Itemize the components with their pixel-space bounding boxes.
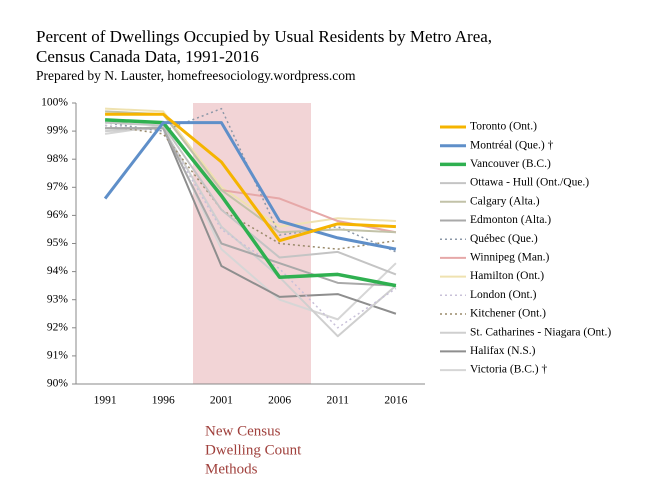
y-tick-label: 97%: [47, 181, 69, 193]
series-line: [103, 121, 397, 251]
legend-label: Montréal (Que.) †: [470, 139, 554, 151]
legend-label: Winnipeg (Man.): [470, 252, 550, 264]
annotation: New Census: [205, 423, 281, 439]
y-tick-label: 96%: [47, 209, 69, 221]
x-tick-label: 2001: [210, 395, 233, 407]
legend-label: St. Catharines - Niagara (Ont.): [470, 326, 611, 338]
series-line: [105, 127, 396, 287]
x-tick-label: 2016: [384, 395, 407, 407]
y-tick-label: 94%: [47, 265, 69, 277]
x-tick-label: 2011: [326, 395, 349, 407]
legend-label: Calgary (Alta.): [470, 195, 540, 207]
series-line: [104, 118, 397, 288]
legend-label: Ottawa - Hull (Ont./Que.): [470, 177, 589, 189]
y-tick-label: 100%: [41, 97, 68, 109]
annotation: Dwelling Count: [205, 442, 302, 458]
legend-label: Kitchener (Ont.): [470, 308, 546, 320]
legend-label: Halifax (N.S.): [470, 345, 536, 357]
y-tick-label: 95%: [47, 237, 69, 249]
y-tick-label: 99%: [47, 125, 69, 137]
chart-subtitle: Census Canada Data, 1991-2016: [36, 47, 259, 66]
legend-label: Victoria (B.C.) †: [470, 364, 547, 376]
y-tick-label: 93%: [47, 293, 69, 305]
legend-label: Edmonton (Alta.): [470, 214, 551, 226]
chart-source: Prepared by N. Lauster, homefreesociolog…: [36, 68, 356, 83]
y-tick-label: 92%: [47, 321, 69, 333]
legend-label: Québec (Que.): [470, 233, 538, 245]
y-tick-label: 90%: [47, 378, 69, 390]
y-tick-label: 91%: [47, 350, 69, 362]
legend-label: Vancouver (B.C.): [470, 158, 551, 170]
y-tick-label: 98%: [47, 153, 69, 165]
chart-title: Percent of Dwellings Occupied by Usual R…: [36, 27, 492, 46]
legend-label: Hamilton (Ont.): [470, 270, 544, 282]
x-tick-label: 1991: [94, 395, 117, 407]
legend-label: Toronto (Ont.): [470, 121, 537, 133]
series-line: [105, 112, 396, 243]
x-tick-label: 1996: [152, 395, 175, 407]
annotation: Methods: [205, 461, 258, 477]
legend-label: London (Ont.): [470, 289, 537, 301]
x-tick-label: 2006: [268, 395, 291, 407]
highlight-region: [193, 103, 311, 384]
series-line: [104, 124, 397, 321]
series-line: [105, 107, 396, 228]
